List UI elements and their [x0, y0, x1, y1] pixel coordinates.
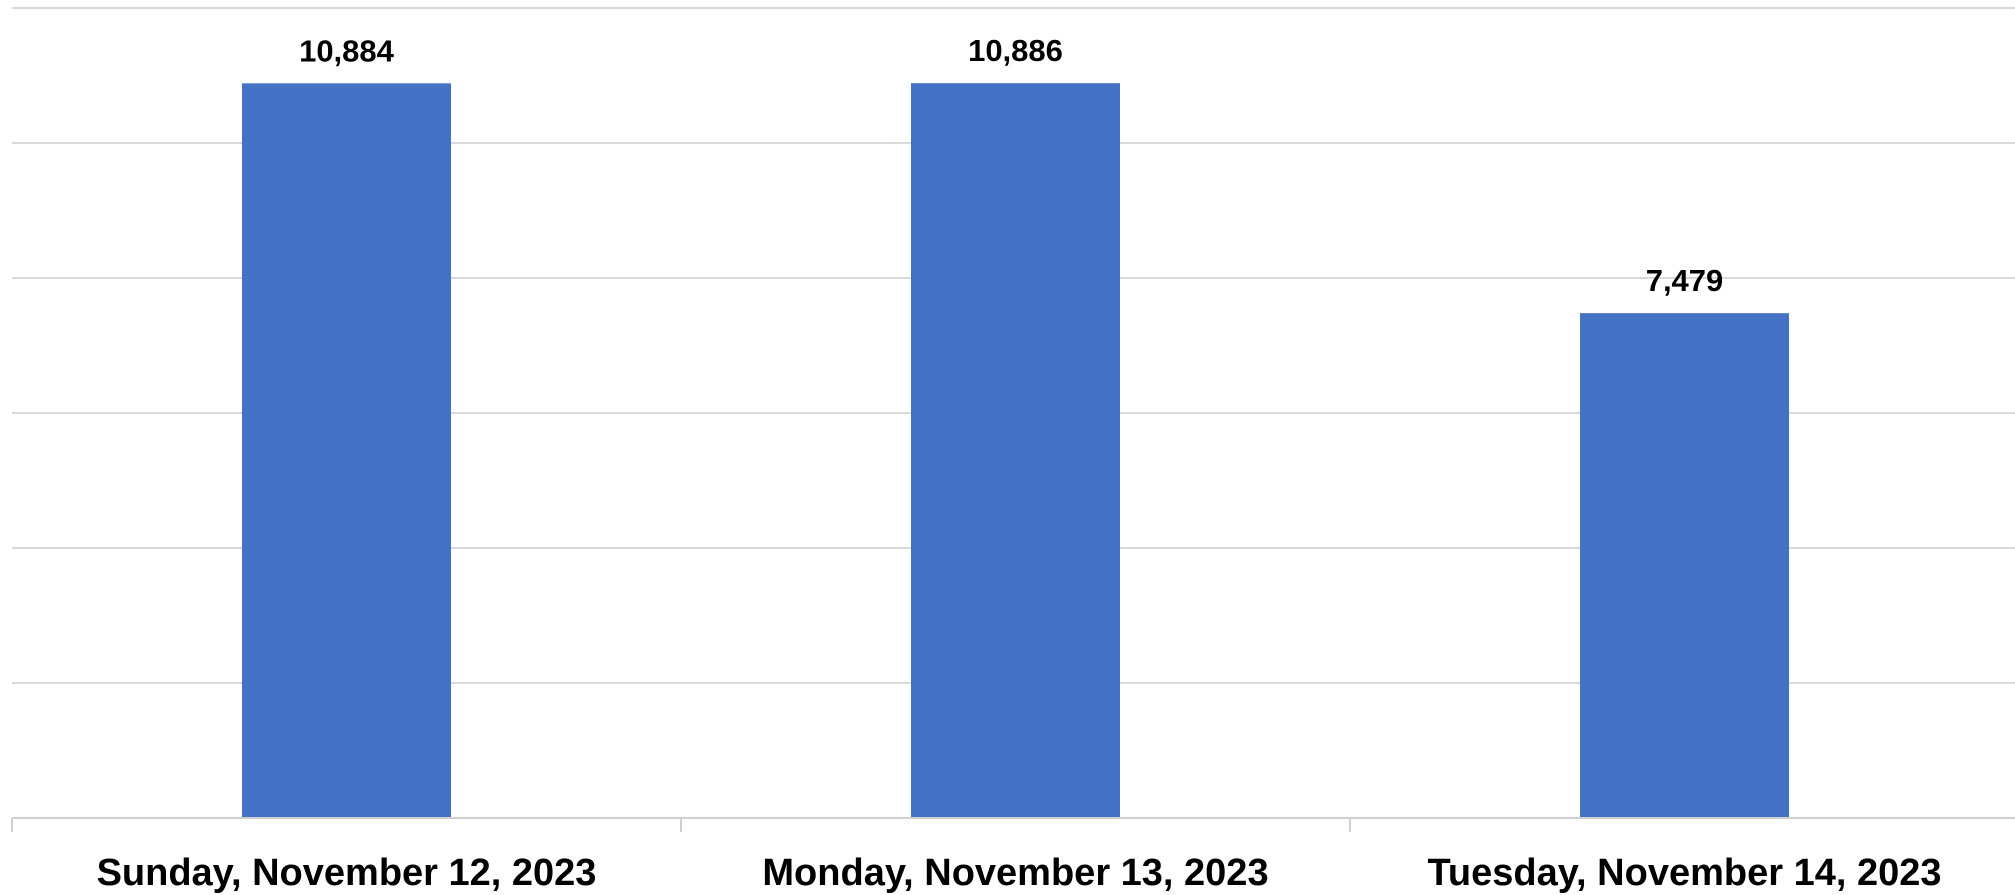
bar [242, 83, 451, 818]
bars [242, 83, 1789, 818]
data-labels: 10,884 10,886 7,479 [299, 33, 1723, 298]
bar [911, 83, 1120, 818]
data-label: 10,884 [299, 33, 395, 68]
category-label: Monday, November 13, 2023 [762, 852, 1268, 894]
x-axis [11, 817, 2015, 832]
data-label: 7,479 [1646, 263, 1724, 298]
category-label: Tuesday, November 14, 2023 [1428, 852, 1942, 894]
data-label: 10,886 [968, 33, 1063, 68]
category-label: Sunday, November 12, 2023 [97, 852, 597, 894]
bar [1580, 313, 1789, 818]
category-labels: Sunday, November 12, 2023 Monday, Novembe… [97, 852, 1942, 894]
